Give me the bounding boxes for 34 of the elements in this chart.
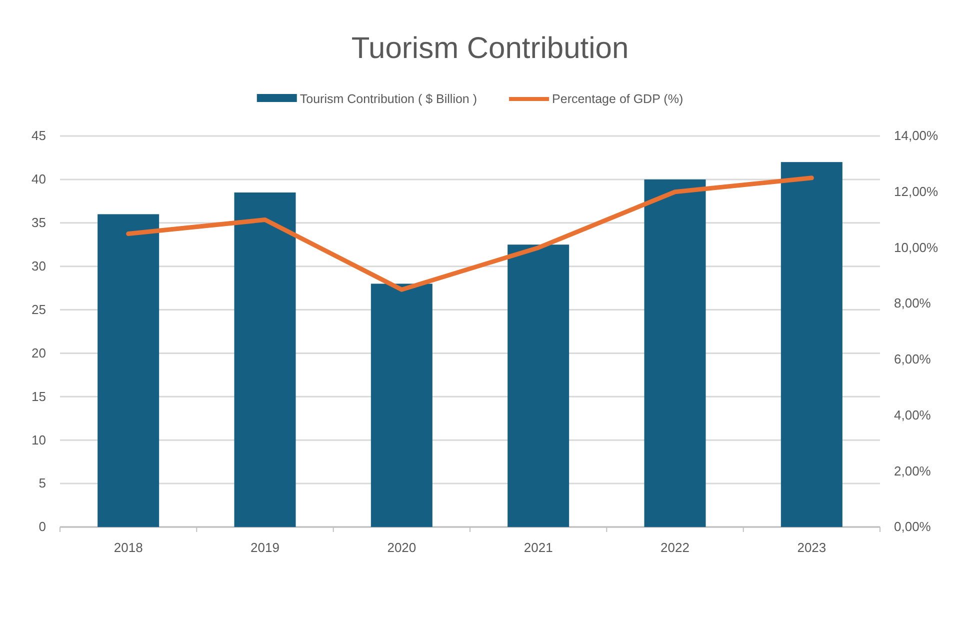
bar (98, 214, 160, 527)
bar (644, 179, 706, 527)
y2-tick-label: 2,00% (894, 463, 932, 478)
bar (508, 244, 570, 527)
bar (234, 192, 296, 527)
x-tick-label: 2020 (387, 540, 416, 556)
bar (780, 162, 842, 527)
y2-tick-label: 12,00% (894, 184, 939, 200)
y-tick-label: 40 (32, 172, 46, 187)
y-tick-label: 5 (38, 476, 46, 491)
y2-tick-label: 14,00% (894, 128, 939, 144)
x-tick-label: 2023 (797, 540, 826, 556)
legend-label: Percentage of GDP (%) (552, 92, 684, 106)
y2-tick-label: 6,00% (894, 352, 932, 367)
legend-label: Tourism Contribution ( $ Billion ) (300, 92, 478, 106)
line-series (126, 176, 814, 292)
y-tick-label: 30 (32, 258, 46, 274)
bar (370, 284, 432, 527)
y-tick-label: 0 (38, 519, 46, 534)
x-tick-label: 2018 (114, 540, 143, 556)
x-tick-label: 2019 (250, 540, 280, 556)
x-tick-label: 2021 (524, 540, 553, 556)
y2-tick-label: 4,00% (894, 407, 932, 422)
y2-tick-label: 0,00% (894, 519, 932, 534)
y-tick-label: 15 (32, 388, 46, 404)
x-tick-label: 2022 (660, 540, 690, 556)
y-tick-label: 20 (32, 345, 46, 360)
y2-tick-label: 8,00% (894, 296, 932, 311)
y2-tick-label: 10,00% (894, 240, 939, 255)
chart-title: Tuorism Contribution (351, 32, 629, 65)
y-tick-label: 10 (32, 432, 46, 448)
y-tick-label: 25 (32, 302, 46, 317)
y-tick-label: 45 (32, 128, 46, 144)
y-tick-label: 35 (32, 215, 46, 230)
